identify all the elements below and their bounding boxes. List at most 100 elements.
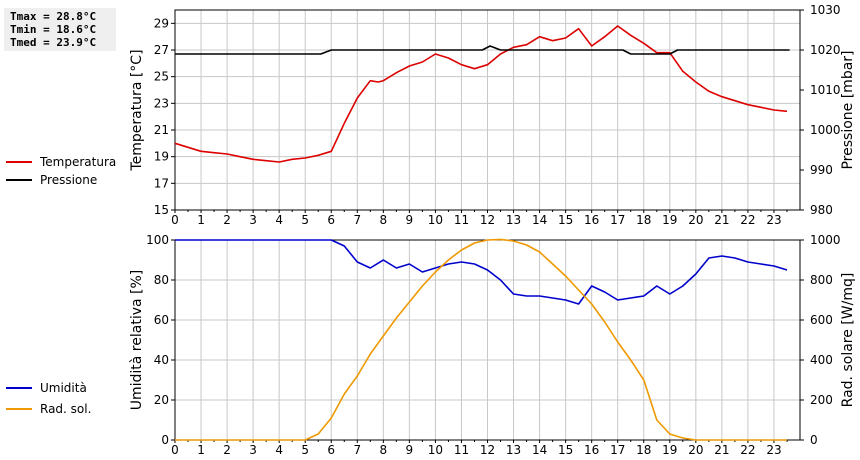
- bottom-x-tick-label: 11: [454, 443, 469, 457]
- top-y2-tick-label: 1010: [810, 83, 841, 97]
- bottom-y2-tick-label: 0: [810, 433, 818, 447]
- bottom-y-tick-label: 40: [154, 353, 169, 367]
- bottom-y2-axis-title: Rad. solare [W/mq]: [840, 273, 856, 408]
- top-x-tick-label: 1: [197, 213, 205, 227]
- bottom-y2-tick-label: 200: [810, 393, 833, 407]
- tmed-label: Tmed = 23.9°C: [10, 36, 97, 49]
- top-y2-tick-label: 990: [810, 163, 833, 177]
- legend-item-pressure: Pressione: [6, 172, 97, 188]
- legend-label-humidity: Umidità: [40, 381, 87, 395]
- top-y-axis-title: Temperatura [°C]: [129, 49, 145, 171]
- bottom-x-tick-label: 23: [766, 443, 781, 457]
- top-y-tick-label: 19: [154, 150, 169, 164]
- bottom-x-tick-label: 2: [223, 443, 231, 457]
- top-x-tick-label: 18: [636, 213, 651, 227]
- top-y-tick-label: 21: [154, 123, 169, 137]
- bottom-x-tick-label: 19: [662, 443, 677, 457]
- top-x-tick-label: 20: [688, 213, 703, 227]
- top-x-tick-label: 6: [327, 213, 335, 227]
- top-x-tick-label: 4: [275, 213, 283, 227]
- bottom-y-axis-title: Umidità relativa [%]: [129, 270, 145, 411]
- legend-label-solar: Rad. sol.: [40, 402, 92, 416]
- top-x-tick-label: 13: [506, 213, 521, 227]
- top-y2-tick-label: 1030: [810, 3, 841, 17]
- bottom-y-tick-label: 0: [161, 433, 169, 447]
- top-plot-frame: [174, 9, 801, 211]
- legend-item-temperature: Temperatura: [6, 154, 116, 170]
- top-y2-tick-label: 1020: [810, 43, 841, 57]
- bottom-y2-tick-label: 600: [810, 313, 833, 327]
- bottom-x-tick-label: 1: [197, 443, 205, 457]
- bottom-x-tick-label: 16: [584, 443, 599, 457]
- bottom-y-tick-label: 20: [154, 393, 169, 407]
- legend-swatch-pressure: [6, 179, 32, 181]
- top-y2-tick-label: 980: [810, 203, 833, 217]
- top-x-tick-label: 9: [406, 213, 414, 227]
- top-x-tick-label: 11: [454, 213, 469, 227]
- top-x-tick-label: 10: [428, 213, 443, 227]
- top-x-tick-label: 2: [223, 213, 231, 227]
- bottom-y2-tick-label: 800: [810, 273, 833, 287]
- top-x-tick-label: 8: [380, 213, 388, 227]
- top-x-tick-label: 15: [558, 213, 573, 227]
- bottom-x-tick-label: 7: [353, 443, 361, 457]
- bottom-x-tick-label: 3: [249, 443, 257, 457]
- legend-swatch-humidity: [6, 387, 32, 389]
- bottom-series-umidit: [175, 239, 788, 305]
- bottom-x-tick-label: 14: [532, 443, 547, 457]
- bottom-x-tick-label: 5: [301, 443, 309, 457]
- bottom-x-tick-label: 4: [275, 443, 283, 457]
- bottom-x-tick-label: 8: [380, 443, 388, 457]
- bottom-x-tick-label: 15: [558, 443, 573, 457]
- top-x-tick-label: 7: [353, 213, 361, 227]
- top-y2-axis-title: Pressione [mbar]: [840, 50, 856, 169]
- bottom-y-tick-label: 100: [146, 233, 169, 247]
- top-x-tick-label: 17: [610, 213, 625, 227]
- top-x-tick-label: 21: [714, 213, 729, 227]
- top-x-tick-label: 0: [171, 213, 179, 227]
- top-x-tick-label: 16: [584, 213, 599, 227]
- top-y-tick-label: 29: [154, 16, 169, 30]
- legend-label-temperature: Temperatura: [40, 155, 117, 169]
- bottom-x-tick-label: 6: [327, 443, 335, 457]
- top-y2-tick-label: 1000: [810, 123, 841, 137]
- top-series-pressione: [175, 45, 790, 55]
- bottom-x-tick-label: 21: [714, 443, 729, 457]
- top-series-temperatura: [174, 25, 788, 163]
- top-x-tick-label: 19: [662, 213, 677, 227]
- top-y-tick-label: 23: [154, 96, 169, 110]
- bottom-x-tick-label: 12: [480, 443, 495, 457]
- legend-item-solar: Rad. sol.: [6, 401, 91, 417]
- top-x-tick-label: 23: [766, 213, 781, 227]
- bottom-x-tick-label: 22: [740, 443, 755, 457]
- top-x-tick-label: 12: [480, 213, 495, 227]
- stats-box: Tmax = 28.8°C Tmin = 18.6°C Tmed = 23.9°…: [4, 8, 116, 51]
- bottom-series-rad-sol: [175, 238, 787, 441]
- top-y-tick-label: 25: [154, 70, 169, 84]
- bottom-x-tick-label: 18: [636, 443, 651, 457]
- top-x-tick-label: 5: [301, 213, 309, 227]
- bottom-x-tick-label: 17: [610, 443, 625, 457]
- bottom-x-tick-label: 9: [406, 443, 414, 457]
- bottom-y2-tick-label: 1000: [810, 233, 841, 247]
- tmin-label: Tmin = 18.6°C: [10, 23, 97, 36]
- bottom-y2-tick-label: 400: [810, 353, 833, 367]
- top-y-tick-label: 15: [154, 203, 169, 217]
- bottom-x-tick-label: 20: [688, 443, 703, 457]
- tmax-label: Tmax = 28.8°C: [10, 10, 97, 23]
- bottom-x-tick-label: 0: [171, 443, 179, 457]
- bottom-x-tick-label: 10: [428, 443, 443, 457]
- bottom-y-tick-label: 60: [154, 313, 169, 327]
- legend-item-humidity: Umidità: [6, 380, 87, 396]
- top-y-tick-label: 17: [154, 176, 169, 190]
- top-x-tick-label: 22: [740, 213, 755, 227]
- top-x-tick-label: 3: [249, 213, 257, 227]
- bottom-x-tick-label: 13: [506, 443, 521, 457]
- legend-swatch-temperature: [6, 161, 32, 163]
- legend-swatch-solar: [6, 408, 32, 410]
- bottom-y-tick-label: 80: [154, 273, 169, 287]
- top-x-tick-label: 14: [532, 213, 547, 227]
- legend-label-pressure: Pressione: [40, 173, 98, 187]
- top-y-tick-label: 27: [154, 43, 169, 57]
